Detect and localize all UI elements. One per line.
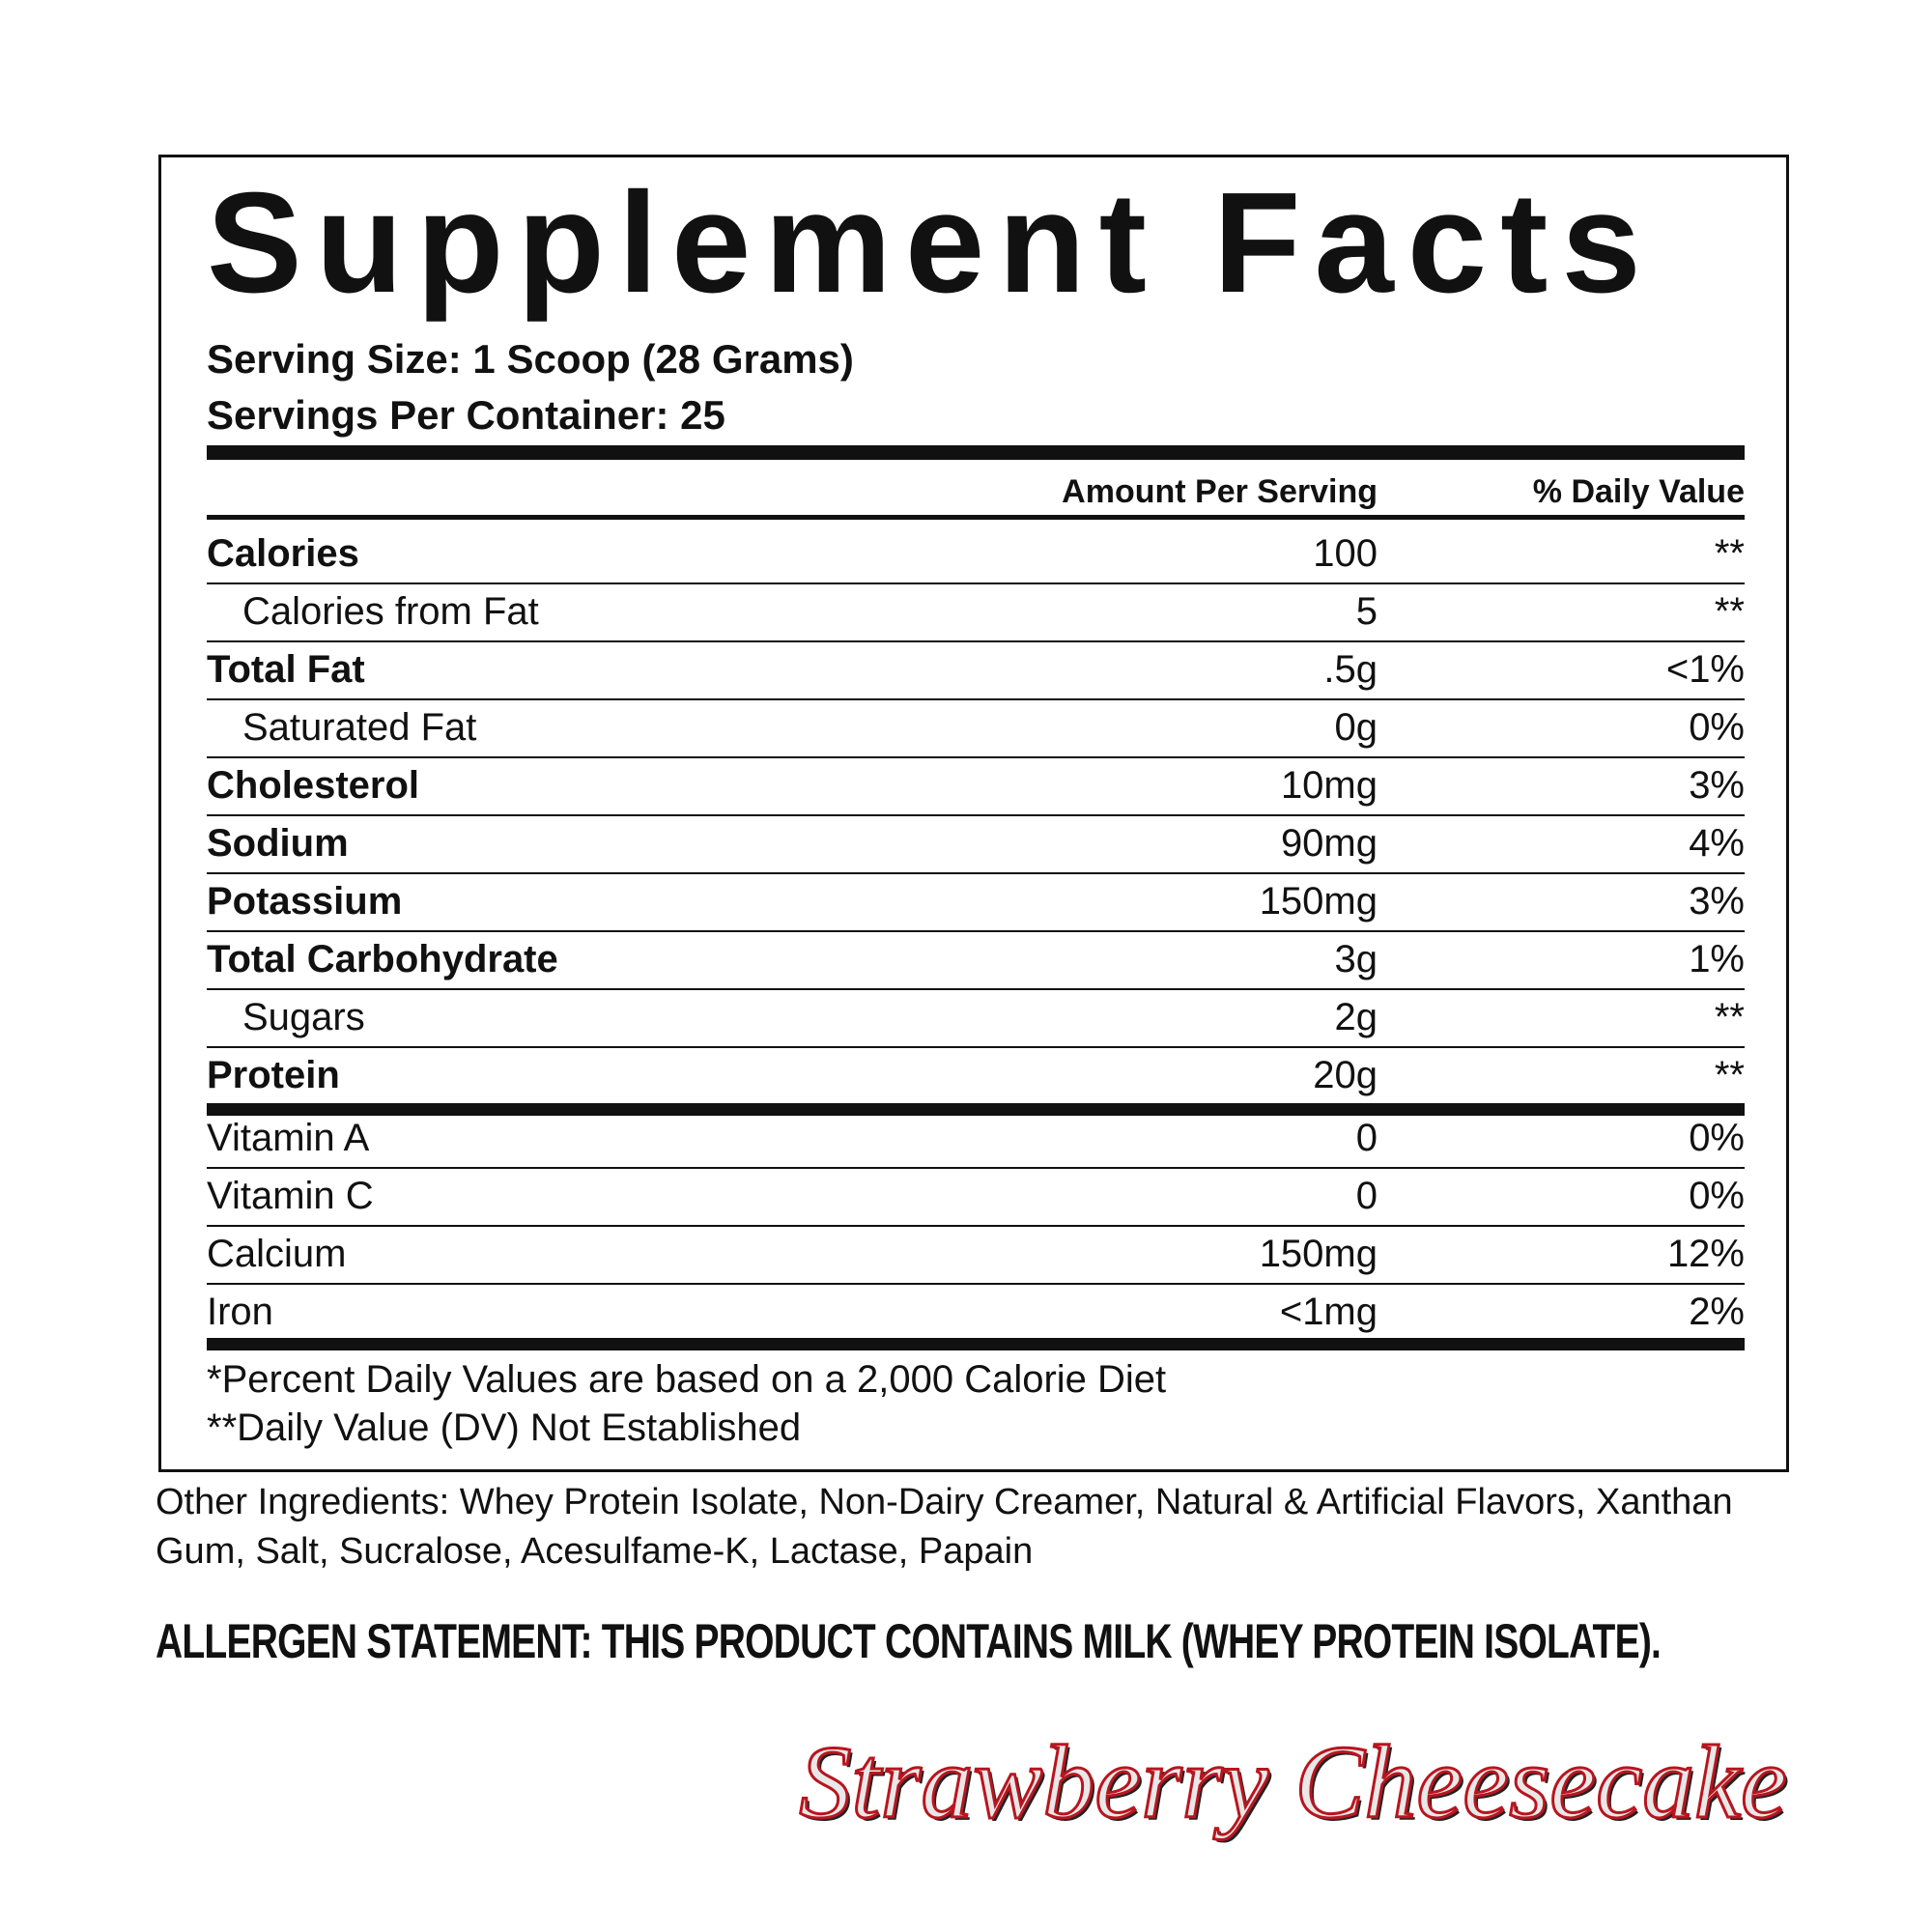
daily-value: 0%	[1689, 1175, 1745, 1217]
amount: 90mg	[1280, 822, 1378, 865]
nutrient-name: Protein	[207, 1054, 340, 1096]
row-rule	[207, 582, 1745, 584]
daily-value: **	[1714, 590, 1745, 633]
other-ingredients: Other Ingredients: Whey Protein Isolate,…	[156, 1482, 1733, 1572]
daily-value: 4%	[1689, 822, 1745, 865]
amount: 20g	[1313, 1054, 1378, 1096]
amount: 3g	[1334, 938, 1378, 980]
daily-value: 3%	[1689, 880, 1745, 923]
servings-per-container: Servings Per Container: 25	[207, 392, 725, 438]
daily-value: 3%	[1689, 764, 1745, 807]
row-rule	[207, 1046, 1745, 1048]
header-rule	[207, 515, 1745, 520]
thick-rule	[207, 445, 1745, 460]
footnote: *Percent Daily Values are based on a 2,0…	[207, 1358, 1167, 1401]
amount: 0	[1355, 1117, 1378, 1159]
row-rule	[207, 988, 1745, 990]
amount: <1mg	[1279, 1291, 1378, 1333]
nutrient-name: Calories from Fat	[242, 590, 539, 633]
row-rule	[207, 640, 1745, 642]
nutrient-name: Cholesterol	[207, 764, 420, 807]
row-rule	[207, 1167, 1745, 1169]
daily-value: **	[1714, 996, 1745, 1038]
amount: .5g	[1323, 648, 1378, 691]
amount: 5	[1355, 590, 1378, 633]
amount: 150mg	[1259, 880, 1378, 923]
allergen-statement: ALLERGEN STATEMENT: THIS PRODUCT CONTAIN…	[156, 1614, 1662, 1668]
amount: 150mg	[1259, 1233, 1378, 1275]
daily-value: 0%	[1689, 706, 1745, 749]
daily-value: 2%	[1689, 1291, 1745, 1333]
row-rule	[207, 698, 1745, 700]
facts-box	[158, 155, 1789, 1472]
column-header: % Daily Value	[1532, 473, 1745, 510]
nutrient-name: Calcium	[207, 1233, 347, 1275]
column-header: Amount Per Serving	[1062, 473, 1378, 510]
footnote: **Daily Value (DV) Not Established	[207, 1406, 802, 1449]
thick-rule	[207, 1338, 1745, 1350]
amount: 10mg	[1280, 764, 1378, 807]
amount: 2g	[1334, 996, 1378, 1038]
row-rule	[207, 930, 1745, 932]
nutrient-name: Sodium	[207, 822, 349, 865]
daily-value: <1%	[1665, 648, 1745, 691]
nutrient-name: Vitamin C	[207, 1175, 374, 1217]
nutrient-name: Vitamin A	[207, 1117, 370, 1159]
flavor-name: Strawberry Cheesecake	[798, 1725, 1789, 1840]
row-rule	[207, 1225, 1745, 1227]
thick-rule	[207, 1103, 1745, 1116]
nutrient-name: Calories	[207, 532, 359, 575]
daily-value: 1%	[1689, 938, 1745, 980]
nutrient-name: Total Fat	[207, 648, 365, 691]
nutrient-name: Total Carbohydrate	[207, 938, 558, 980]
nutrient-name: Saturated Fat	[242, 706, 477, 749]
nutrient-name: Sugars	[242, 996, 365, 1038]
title: Supplement Facts	[207, 163, 1655, 323]
row-rule	[207, 1283, 1745, 1285]
amount: 0	[1355, 1175, 1378, 1217]
daily-value: **	[1714, 532, 1745, 575]
row-rule	[207, 756, 1745, 758]
row-rule	[207, 814, 1745, 816]
serving-size: Serving Size: 1 Scoop (28 Grams)	[207, 336, 854, 382]
daily-value: 0%	[1689, 1117, 1745, 1159]
row-rule	[207, 872, 1745, 874]
nutrient-name: Potassium	[207, 880, 403, 923]
daily-value: 12%	[1666, 1233, 1745, 1275]
amount: 100	[1313, 532, 1378, 575]
daily-value: **	[1714, 1054, 1745, 1096]
amount: 0g	[1334, 706, 1378, 749]
nutrient-name: Iron	[207, 1291, 273, 1333]
